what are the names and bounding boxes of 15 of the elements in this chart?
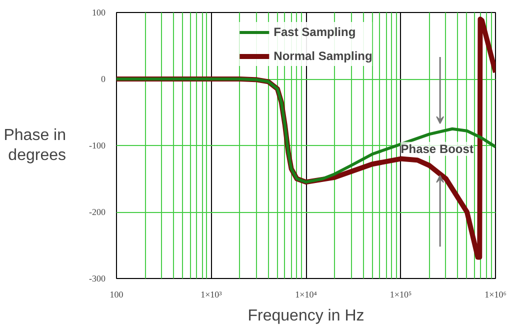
annotation: Phase Boost [400, 142, 474, 156]
x-tick-label: 100 [110, 290, 124, 300]
legend-label: Normal Sampling [274, 49, 372, 63]
y-axis-title: Phase in degrees [4, 126, 66, 164]
y-tick-label: 0 [101, 74, 106, 84]
y-tick-label: 100 [92, 8, 106, 18]
y-tick-label: -100 [89, 140, 106, 150]
x-tick-label: 1×10⁵ [390, 290, 412, 300]
y-tick-label: -200 [89, 207, 106, 217]
x-axis-title: Frequency in Hz [248, 308, 364, 324]
legend-label: Fast Sampling [274, 25, 356, 39]
y-tick-label: -300 [89, 274, 106, 284]
x-tick-label: 1×10⁶ [484, 290, 506, 300]
x-tick-label: 1×10⁴ [295, 290, 317, 300]
x-tick-label: 1×10³ [200, 290, 222, 300]
